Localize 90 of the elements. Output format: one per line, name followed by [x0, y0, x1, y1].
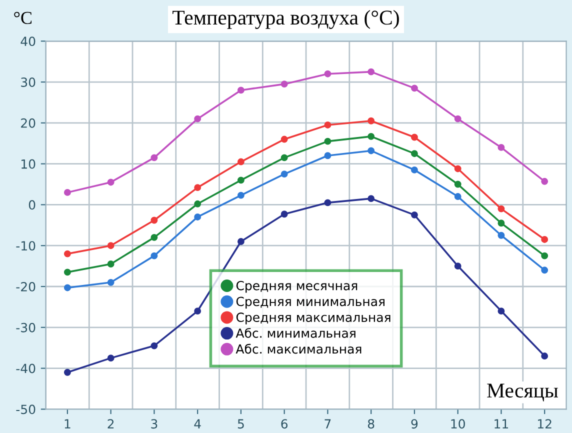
point: [150, 252, 158, 260]
legend-label: Средняя максимальная: [236, 312, 390, 324]
point: [324, 70, 332, 78]
point: [454, 115, 462, 122]
point: [541, 178, 548, 185]
point: [150, 216, 158, 224]
point: [368, 195, 375, 202]
point: [410, 211, 418, 218]
x-tick-label: 4: [194, 419, 201, 428]
point: [150, 342, 158, 350]
point: [498, 205, 505, 212]
y-tick-label: -10: [16, 241, 36, 251]
x-tick-label: 11: [494, 419, 508, 428]
y-tick-label: 0: [28, 200, 36, 210]
y-tick-label: -30: [16, 322, 36, 332]
y-tick-label: 20: [21, 118, 36, 128]
y-tick-label: 30: [21, 78, 36, 87]
point: [64, 268, 71, 276]
point: [410, 134, 418, 141]
point: [237, 238, 244, 245]
point: [324, 138, 332, 145]
point: [64, 368, 71, 376]
point: [324, 199, 332, 206]
x-tick-label: 9: [411, 419, 418, 429]
x-tick-label: 1: [64, 419, 70, 428]
point: [237, 86, 244, 94]
point: [498, 220, 505, 227]
point: [541, 236, 548, 243]
point: [107, 260, 114, 268]
point: [237, 158, 244, 166]
y-tick-label: -20: [16, 282, 36, 292]
point: [454, 262, 462, 270]
point: [498, 144, 505, 151]
point: [541, 352, 548, 360]
point: [368, 147, 375, 154]
point: [107, 242, 114, 250]
y-axis-title: °C: [14, 12, 32, 24]
point: [150, 234, 158, 241]
y-tick-label: 10: [22, 159, 36, 169]
point: [280, 80, 288, 88]
point: [454, 193, 462, 200]
legend-label: Абс. минимальная: [236, 328, 356, 338]
point: [64, 188, 71, 196]
point: [541, 252, 548, 260]
point: [410, 150, 418, 158]
y-tick-label: 40: [20, 36, 36, 46]
x-tick-label: 12: [538, 419, 552, 428]
y-tick-label: -50: [16, 404, 36, 414]
point: [280, 210, 288, 218]
point: [64, 284, 71, 292]
point: [280, 136, 288, 143]
point: [280, 154, 288, 162]
point: [194, 200, 202, 208]
point: [107, 278, 114, 286]
point: [368, 132, 375, 140]
point: [237, 176, 244, 184]
x-axis-title: Месяцы: [487, 384, 558, 402]
point: [107, 354, 114, 362]
point: [368, 68, 375, 76]
x-tick-label: 6: [281, 419, 288, 429]
point: [410, 166, 418, 174]
point: [194, 308, 202, 315]
y-tick-label: -40: [16, 364, 36, 374]
x-tick-label: 3: [151, 419, 158, 429]
x-tick-label: 10: [451, 419, 465, 429]
point: [454, 165, 462, 172]
point: [454, 180, 462, 188]
point: [280, 170, 288, 178]
point: [324, 121, 332, 128]
point: [194, 214, 202, 220]
x-tick-label: 8: [368, 419, 374, 429]
legend-label: Средняя минимальная: [236, 296, 384, 309]
point: [150, 154, 158, 162]
x-tick-label: 5: [238, 419, 244, 429]
point: [194, 184, 202, 192]
x-tick-label: 2: [108, 419, 114, 428]
point: [498, 308, 505, 315]
point: [237, 192, 244, 199]
point: [498, 232, 505, 239]
x-tick-label: 7: [324, 419, 331, 428]
point: [107, 178, 114, 186]
point: [194, 115, 202, 122]
chart-title: Температура воздуха (°C): [172, 10, 399, 29]
point: [410, 84, 418, 92]
legend-label: Абс. максимальная: [236, 344, 362, 354]
point: [368, 117, 375, 124]
point: [64, 250, 71, 258]
legend-label: Средняя месячная: [236, 280, 358, 293]
point: [324, 152, 332, 160]
point: [541, 266, 548, 274]
